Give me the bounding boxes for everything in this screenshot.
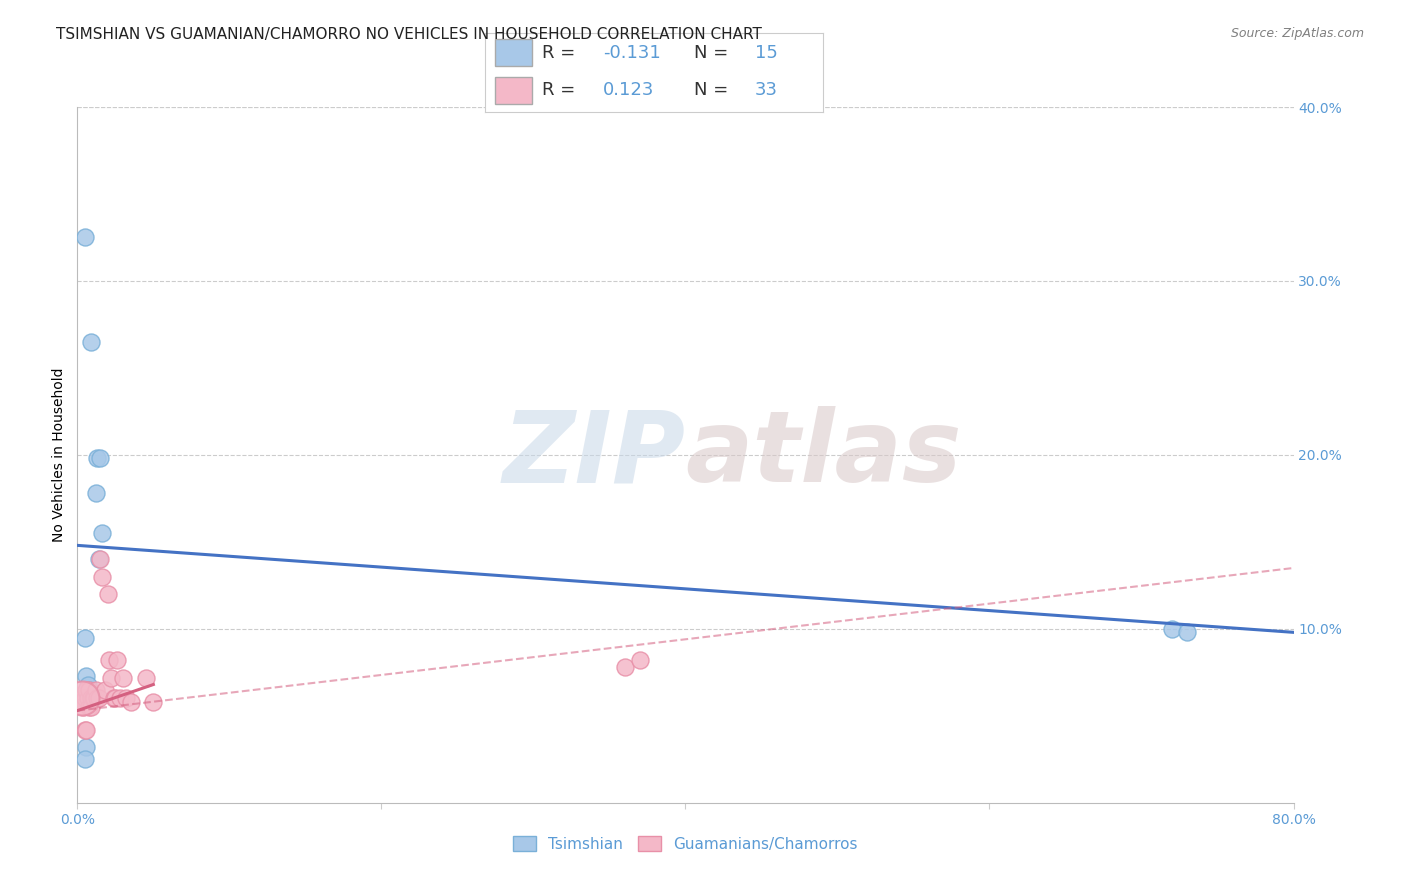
Point xyxy=(108,691,131,706)
Point xyxy=(1161,622,1184,636)
Point xyxy=(90,526,112,541)
Point xyxy=(93,682,115,697)
Text: atlas: atlas xyxy=(686,407,962,503)
Point xyxy=(1175,625,1198,640)
Point xyxy=(105,653,128,667)
Point xyxy=(115,691,138,706)
Text: TSIMSHIAN VS GUAMANIAN/CHAMORRO NO VEHICLES IN HOUSEHOLD CORRELATION CHART: TSIMSHIAN VS GUAMANIAN/CHAMORRO NO VEHIC… xyxy=(56,27,762,42)
Text: ZIP: ZIP xyxy=(502,407,686,503)
Point xyxy=(80,334,103,349)
FancyBboxPatch shape xyxy=(495,77,533,103)
Text: -0.131: -0.131 xyxy=(603,44,661,62)
Text: 15: 15 xyxy=(755,44,778,62)
Text: Source: ZipAtlas.com: Source: ZipAtlas.com xyxy=(1230,27,1364,40)
Point xyxy=(79,682,101,697)
Point xyxy=(72,700,94,714)
Point xyxy=(142,695,165,709)
Point xyxy=(90,570,112,584)
Point xyxy=(77,677,100,691)
Point xyxy=(111,671,134,685)
Text: 33: 33 xyxy=(755,81,778,99)
Point xyxy=(79,682,101,697)
Point xyxy=(75,723,97,737)
Point xyxy=(73,230,96,244)
Point xyxy=(75,740,97,755)
Point xyxy=(97,587,120,601)
Point xyxy=(613,660,636,674)
Point xyxy=(75,669,97,683)
Point xyxy=(79,700,101,714)
Text: 0.123: 0.123 xyxy=(603,81,655,99)
Point xyxy=(87,552,110,566)
Point xyxy=(73,631,96,645)
Point xyxy=(83,691,105,706)
Point xyxy=(80,700,103,714)
Point xyxy=(73,752,96,766)
Text: R =: R = xyxy=(543,81,582,99)
Point xyxy=(84,682,107,697)
Point xyxy=(75,682,97,697)
Point xyxy=(103,691,125,706)
Point xyxy=(77,691,100,706)
Point xyxy=(80,691,103,706)
Point xyxy=(86,691,108,706)
Point xyxy=(70,691,93,706)
Y-axis label: No Vehicles in Household: No Vehicles in Household xyxy=(52,368,66,542)
Point xyxy=(98,653,121,667)
Point xyxy=(84,486,107,500)
Text: N =: N = xyxy=(695,44,734,62)
Legend: Tsimshian, Guamanians/Chamorros: Tsimshian, Guamanians/Chamorros xyxy=(506,830,865,858)
Point xyxy=(86,451,108,466)
Point xyxy=(73,723,96,737)
Point xyxy=(89,451,111,466)
Point xyxy=(104,691,127,706)
Point xyxy=(100,671,122,685)
Point xyxy=(120,695,142,709)
Text: N =: N = xyxy=(695,81,734,99)
Point xyxy=(82,691,104,706)
Point xyxy=(87,691,110,706)
Point xyxy=(73,691,96,706)
Text: R =: R = xyxy=(543,44,582,62)
Point xyxy=(89,552,111,566)
Point xyxy=(70,691,93,706)
Point xyxy=(135,671,157,685)
FancyBboxPatch shape xyxy=(495,39,533,66)
Point xyxy=(628,653,651,667)
